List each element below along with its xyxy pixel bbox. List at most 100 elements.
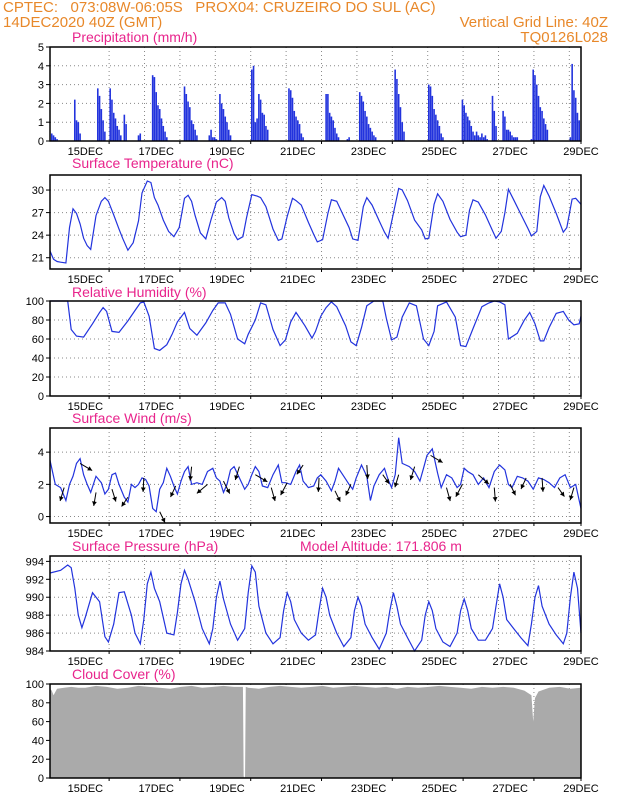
y-tick-label: 80 xyxy=(32,315,44,327)
x-tick-label: 21DEC xyxy=(280,528,316,540)
precip-bar xyxy=(151,75,154,141)
x-tick-label: 21DEC xyxy=(280,274,316,286)
precip-bar xyxy=(328,112,331,141)
wind-arrow-head xyxy=(234,475,239,481)
precip-bar xyxy=(358,92,361,141)
precip-bar xyxy=(461,99,464,141)
wind-arrow-head xyxy=(280,490,285,496)
precip-bar xyxy=(509,131,511,141)
series-line-wind xyxy=(49,437,582,513)
x-tick-label: 21DEC xyxy=(280,146,316,158)
precip-bar xyxy=(468,120,471,141)
precip-bar xyxy=(166,137,168,141)
wind-arrow-head xyxy=(160,517,166,523)
x-tick-label: 27DEC xyxy=(492,656,528,668)
precip-bar xyxy=(360,95,363,141)
x-tick-label: 15DEC xyxy=(68,401,104,413)
precip-bar xyxy=(123,114,126,141)
precip-bar xyxy=(114,118,117,141)
precip-bar xyxy=(546,129,549,141)
wind-arrow-head xyxy=(540,487,546,492)
y-tick-label: 3 xyxy=(38,80,44,92)
panel-frame xyxy=(49,174,582,270)
y-tick-label: 0 xyxy=(38,512,44,524)
precip-bar xyxy=(259,99,262,141)
precip-bar xyxy=(250,69,253,141)
precip-bar xyxy=(543,118,545,141)
precip-bar xyxy=(374,137,377,141)
precip-bar xyxy=(481,133,483,141)
x-tick-label: 27DEC xyxy=(492,783,528,795)
y-tick-label: 24 xyxy=(32,230,44,242)
precip-bar xyxy=(220,103,223,141)
precip-bar xyxy=(210,129,212,141)
precip-bar xyxy=(325,94,327,141)
precip-bar xyxy=(394,69,396,141)
precip-bar xyxy=(537,95,540,141)
precip-bar xyxy=(297,120,299,141)
precip-bar xyxy=(98,95,101,141)
precip-bar xyxy=(493,110,496,141)
precip-bar xyxy=(367,124,370,141)
precip-bar xyxy=(190,120,193,141)
y-tick-label: 80 xyxy=(32,698,44,710)
x-tick-label: 17DEC xyxy=(138,528,174,540)
precip-bar xyxy=(479,137,481,141)
precip-bar xyxy=(438,125,441,141)
precip-bar xyxy=(433,109,435,141)
x-tick-label: 23DEC xyxy=(351,528,387,540)
wind-arrow-head xyxy=(559,491,565,497)
x-tick-label: 17DEC xyxy=(138,783,174,795)
wind-arrow-head xyxy=(316,487,321,492)
precip-bar xyxy=(541,110,543,141)
y-tick-label: 992 xyxy=(26,574,44,586)
precip-bar xyxy=(495,125,497,141)
wind-arrow-head xyxy=(446,496,452,502)
precip-bar xyxy=(475,131,478,141)
x-tick-label: 25DEC xyxy=(422,528,458,540)
header-date: 14DEC2020 40Z (GMT) xyxy=(3,14,163,31)
precip-bar xyxy=(157,105,159,141)
precip-bar xyxy=(504,116,506,141)
y-tick-label: 0 xyxy=(38,136,44,148)
precip-bar xyxy=(224,116,227,141)
y-tick-label: 100 xyxy=(26,296,44,308)
panel-frame xyxy=(49,46,582,142)
precip-bar xyxy=(348,137,350,141)
precip-bar xyxy=(431,95,434,141)
precip-bar xyxy=(102,120,104,141)
x-tick-label: 15DEC xyxy=(68,656,104,668)
header-station: CPTEC: 073:08W-06:05S PROX04: CRUZEIRO D… xyxy=(3,0,436,16)
precip-bar xyxy=(429,86,432,141)
series-line-humidity xyxy=(50,300,582,352)
precip-bar xyxy=(300,133,303,141)
y-tick-label: 20 xyxy=(32,754,44,766)
precip-bar xyxy=(491,95,494,141)
precip-bar xyxy=(516,137,519,141)
x-tick-label: 19DEC xyxy=(209,656,245,668)
x-tick-label: 17DEC xyxy=(138,274,174,286)
x-tick-label: 19DEC xyxy=(209,146,245,158)
panel-temperature: 21 24 27 30 15DEC 17DEC 19DEC 21DEC 23DEC 25DEC 27… xyxy=(32,155,599,286)
precip-bar xyxy=(505,129,508,141)
precip-bar xyxy=(208,135,211,141)
precip-bar xyxy=(335,133,338,141)
wind-arrow-head xyxy=(345,490,350,496)
precip-bar xyxy=(334,127,336,141)
precip-bar xyxy=(192,124,195,141)
precip-bar xyxy=(52,135,55,141)
x-tick-label: 25DEC xyxy=(422,783,458,795)
x-tick-label: 19DEC xyxy=(209,274,245,286)
panel-title: Cloud Cover (%) xyxy=(72,666,175,682)
panel-frame xyxy=(49,555,582,652)
x-tick-label: 21DEC xyxy=(280,656,316,668)
precip-bar xyxy=(346,139,349,141)
x-tick-label: 17DEC xyxy=(138,146,174,158)
precip-bar xyxy=(153,77,156,141)
precip-bar xyxy=(266,129,269,141)
precip-bar xyxy=(573,90,575,141)
precip-bar xyxy=(427,84,430,141)
y-tick-label: 4 xyxy=(38,447,44,459)
precip-bar xyxy=(330,116,333,141)
precip-bar xyxy=(293,110,296,141)
